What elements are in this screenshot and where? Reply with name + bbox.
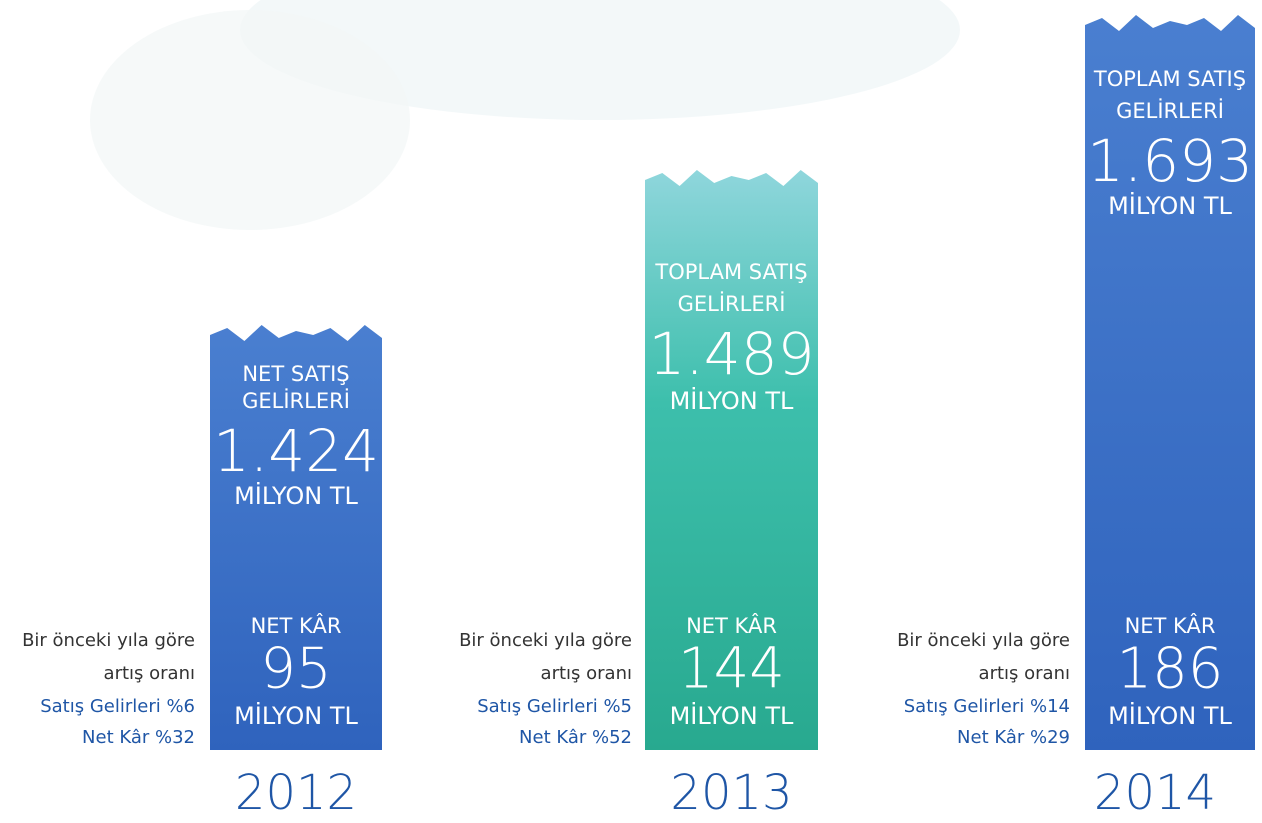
bar-title: TOPLAM SATIŞ [654,260,807,284]
note-text: artış oranı [979,663,1070,684]
growth-text: Satış Gelirleri %14 [904,696,1070,717]
profit-label: NET KÂR [1125,613,1216,638]
bar-title: NET SATIŞ [242,362,349,386]
note-text: Bir önceki yıla göre [459,630,632,651]
bar-title: GELİRLERİ [1116,98,1224,123]
growth-text: Net Kâr %52 [519,727,632,748]
sales-unit: MİLYON TL [234,481,358,510]
growth-text: Satış Gelirleri %5 [477,696,632,717]
sales-unit: MİLYON TL [1108,191,1232,220]
profit-value: 144 [678,636,785,701]
bar-title: GELİRLERİ [242,388,350,413]
bar-title: TOPLAM SATIŞ [1093,67,1246,91]
year: 2013 [670,765,792,821]
body: {"columns": [ {"title_lines": ["NET SATI… [0,0,1262,823]
sales-value: 1.489 [648,320,814,388]
page: body { margin: 0; background: #fff; font… [0,0,1262,823]
background-cloud [90,10,410,230]
profit-label: NET KÂR [251,613,342,638]
note-text: Bir önceki yıla göre [22,630,195,651]
year: 2014 [1094,765,1216,821]
profit-value: 186 [1117,636,1224,701]
growth-text: Net Kâr %29 [957,727,1070,748]
profit-unit: MİLYON TL [234,701,358,730]
bar-title: GELİRLERİ [678,291,786,316]
infographic: NET SATIŞGELİRLERİ1.424MİLYON TLNET KÂR9… [0,0,1262,823]
profit-unit: MİLYON TL [670,701,794,730]
note-text: artış oranı [541,663,632,684]
growth-text: Satış Gelirleri %6 [40,696,195,717]
growth-text: Net Kâr %32 [82,727,195,748]
profit-unit: MİLYON TL [1108,701,1232,730]
note-text: Bir önceki yıla göre [897,630,1070,651]
sales-value: 1.693 [1087,127,1253,195]
profit-label: NET KÂR [686,613,777,638]
sales-unit: MİLYON TL [670,386,794,415]
year: 2012 [235,765,357,821]
profit-value: 95 [260,636,331,701]
sales-value: 1.424 [213,417,379,485]
note-text: artış oranı [104,663,195,684]
